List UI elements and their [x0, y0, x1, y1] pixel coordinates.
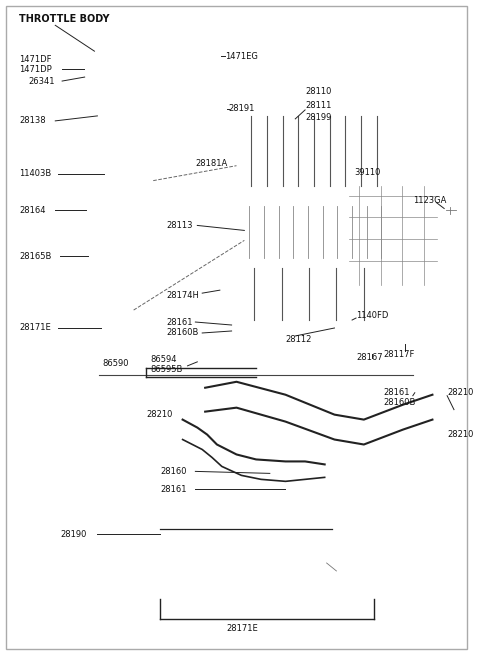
Circle shape: [104, 166, 118, 181]
Bar: [349, 295, 442, 337]
Ellipse shape: [437, 396, 447, 420]
Ellipse shape: [175, 154, 210, 174]
Ellipse shape: [96, 61, 112, 77]
Ellipse shape: [87, 244, 146, 269]
Ellipse shape: [90, 54, 119, 84]
Bar: [354, 179, 373, 189]
Text: 86590: 86590: [102, 360, 129, 368]
Ellipse shape: [97, 111, 160, 127]
Bar: [251, 111, 393, 131]
Ellipse shape: [198, 89, 226, 129]
Text: 28160B: 28160B: [166, 328, 198, 337]
Bar: [409, 179, 429, 189]
Ellipse shape: [97, 150, 160, 166]
Text: 28161: 28161: [384, 388, 410, 397]
Ellipse shape: [94, 191, 141, 231]
Bar: [349, 185, 437, 285]
Ellipse shape: [97, 189, 160, 204]
Text: 28160B: 28160B: [384, 398, 416, 407]
Ellipse shape: [97, 137, 160, 153]
Bar: [244, 206, 399, 260]
Text: 1123GA: 1123GA: [413, 196, 446, 205]
Text: 28199: 28199: [305, 113, 332, 122]
Text: THROTTLE BODY: THROTTLE BODY: [19, 14, 109, 24]
Bar: [342, 335, 396, 357]
Bar: [244, 262, 399, 327]
Text: 1140FD: 1140FD: [356, 310, 388, 320]
Text: 39110: 39110: [354, 168, 381, 177]
Ellipse shape: [180, 158, 204, 170]
Text: 28161: 28161: [160, 485, 187, 494]
Circle shape: [340, 314, 352, 326]
Ellipse shape: [169, 378, 196, 422]
Bar: [237, 101, 408, 330]
Ellipse shape: [92, 272, 143, 318]
Ellipse shape: [108, 286, 126, 304]
Circle shape: [232, 323, 241, 333]
Ellipse shape: [97, 176, 160, 191]
Text: 28161: 28161: [166, 318, 192, 327]
Text: 28190: 28190: [60, 530, 86, 538]
Circle shape: [444, 204, 456, 216]
Text: 28210: 28210: [146, 410, 173, 419]
Text: 11403B: 11403B: [19, 169, 51, 178]
Circle shape: [208, 52, 216, 60]
Ellipse shape: [100, 280, 133, 310]
Circle shape: [285, 483, 296, 495]
Ellipse shape: [97, 98, 160, 114]
Ellipse shape: [97, 162, 160, 179]
Ellipse shape: [97, 124, 160, 140]
Circle shape: [324, 560, 338, 574]
Text: 28191: 28191: [228, 104, 255, 113]
Text: 28181A: 28181A: [195, 159, 228, 168]
Text: 28110: 28110: [305, 86, 332, 96]
Bar: [342, 288, 450, 343]
Circle shape: [175, 392, 191, 407]
Ellipse shape: [203, 96, 221, 122]
Text: 28138: 28138: [19, 117, 46, 125]
Bar: [382, 179, 401, 189]
Text: 28210: 28210: [447, 430, 473, 439]
Ellipse shape: [434, 390, 450, 426]
Ellipse shape: [85, 183, 148, 238]
Text: 28167: 28167: [356, 353, 383, 362]
Text: 26341: 26341: [29, 77, 55, 86]
Text: 86595B: 86595B: [150, 365, 183, 374]
Ellipse shape: [96, 250, 139, 263]
Circle shape: [101, 322, 113, 334]
Text: 1471DF: 1471DF: [19, 54, 51, 64]
Ellipse shape: [161, 370, 204, 430]
Text: 1471EG: 1471EG: [225, 52, 258, 61]
Text: 86594: 86594: [150, 356, 177, 364]
Text: 28117F: 28117F: [384, 350, 415, 360]
Bar: [160, 464, 332, 599]
Text: 28171E: 28171E: [19, 324, 51, 333]
Text: 28171E: 28171E: [227, 624, 258, 633]
Ellipse shape: [204, 48, 220, 64]
Text: 28112: 28112: [286, 335, 312, 345]
Text: 28113: 28113: [166, 221, 192, 230]
Ellipse shape: [103, 198, 131, 223]
Circle shape: [408, 393, 418, 403]
Circle shape: [224, 283, 234, 293]
Text: 28160: 28160: [160, 467, 187, 476]
Text: 28210: 28210: [447, 388, 473, 397]
Circle shape: [107, 170, 115, 178]
Bar: [246, 116, 398, 206]
Text: 28111: 28111: [305, 102, 332, 111]
Circle shape: [270, 468, 282, 480]
Circle shape: [220, 279, 238, 297]
Text: 1471DP: 1471DP: [19, 65, 52, 73]
Text: 28165B: 28165B: [19, 252, 51, 261]
Ellipse shape: [83, 47, 126, 91]
Text: 28174H: 28174H: [166, 291, 199, 299]
Text: 28164: 28164: [19, 206, 46, 215]
